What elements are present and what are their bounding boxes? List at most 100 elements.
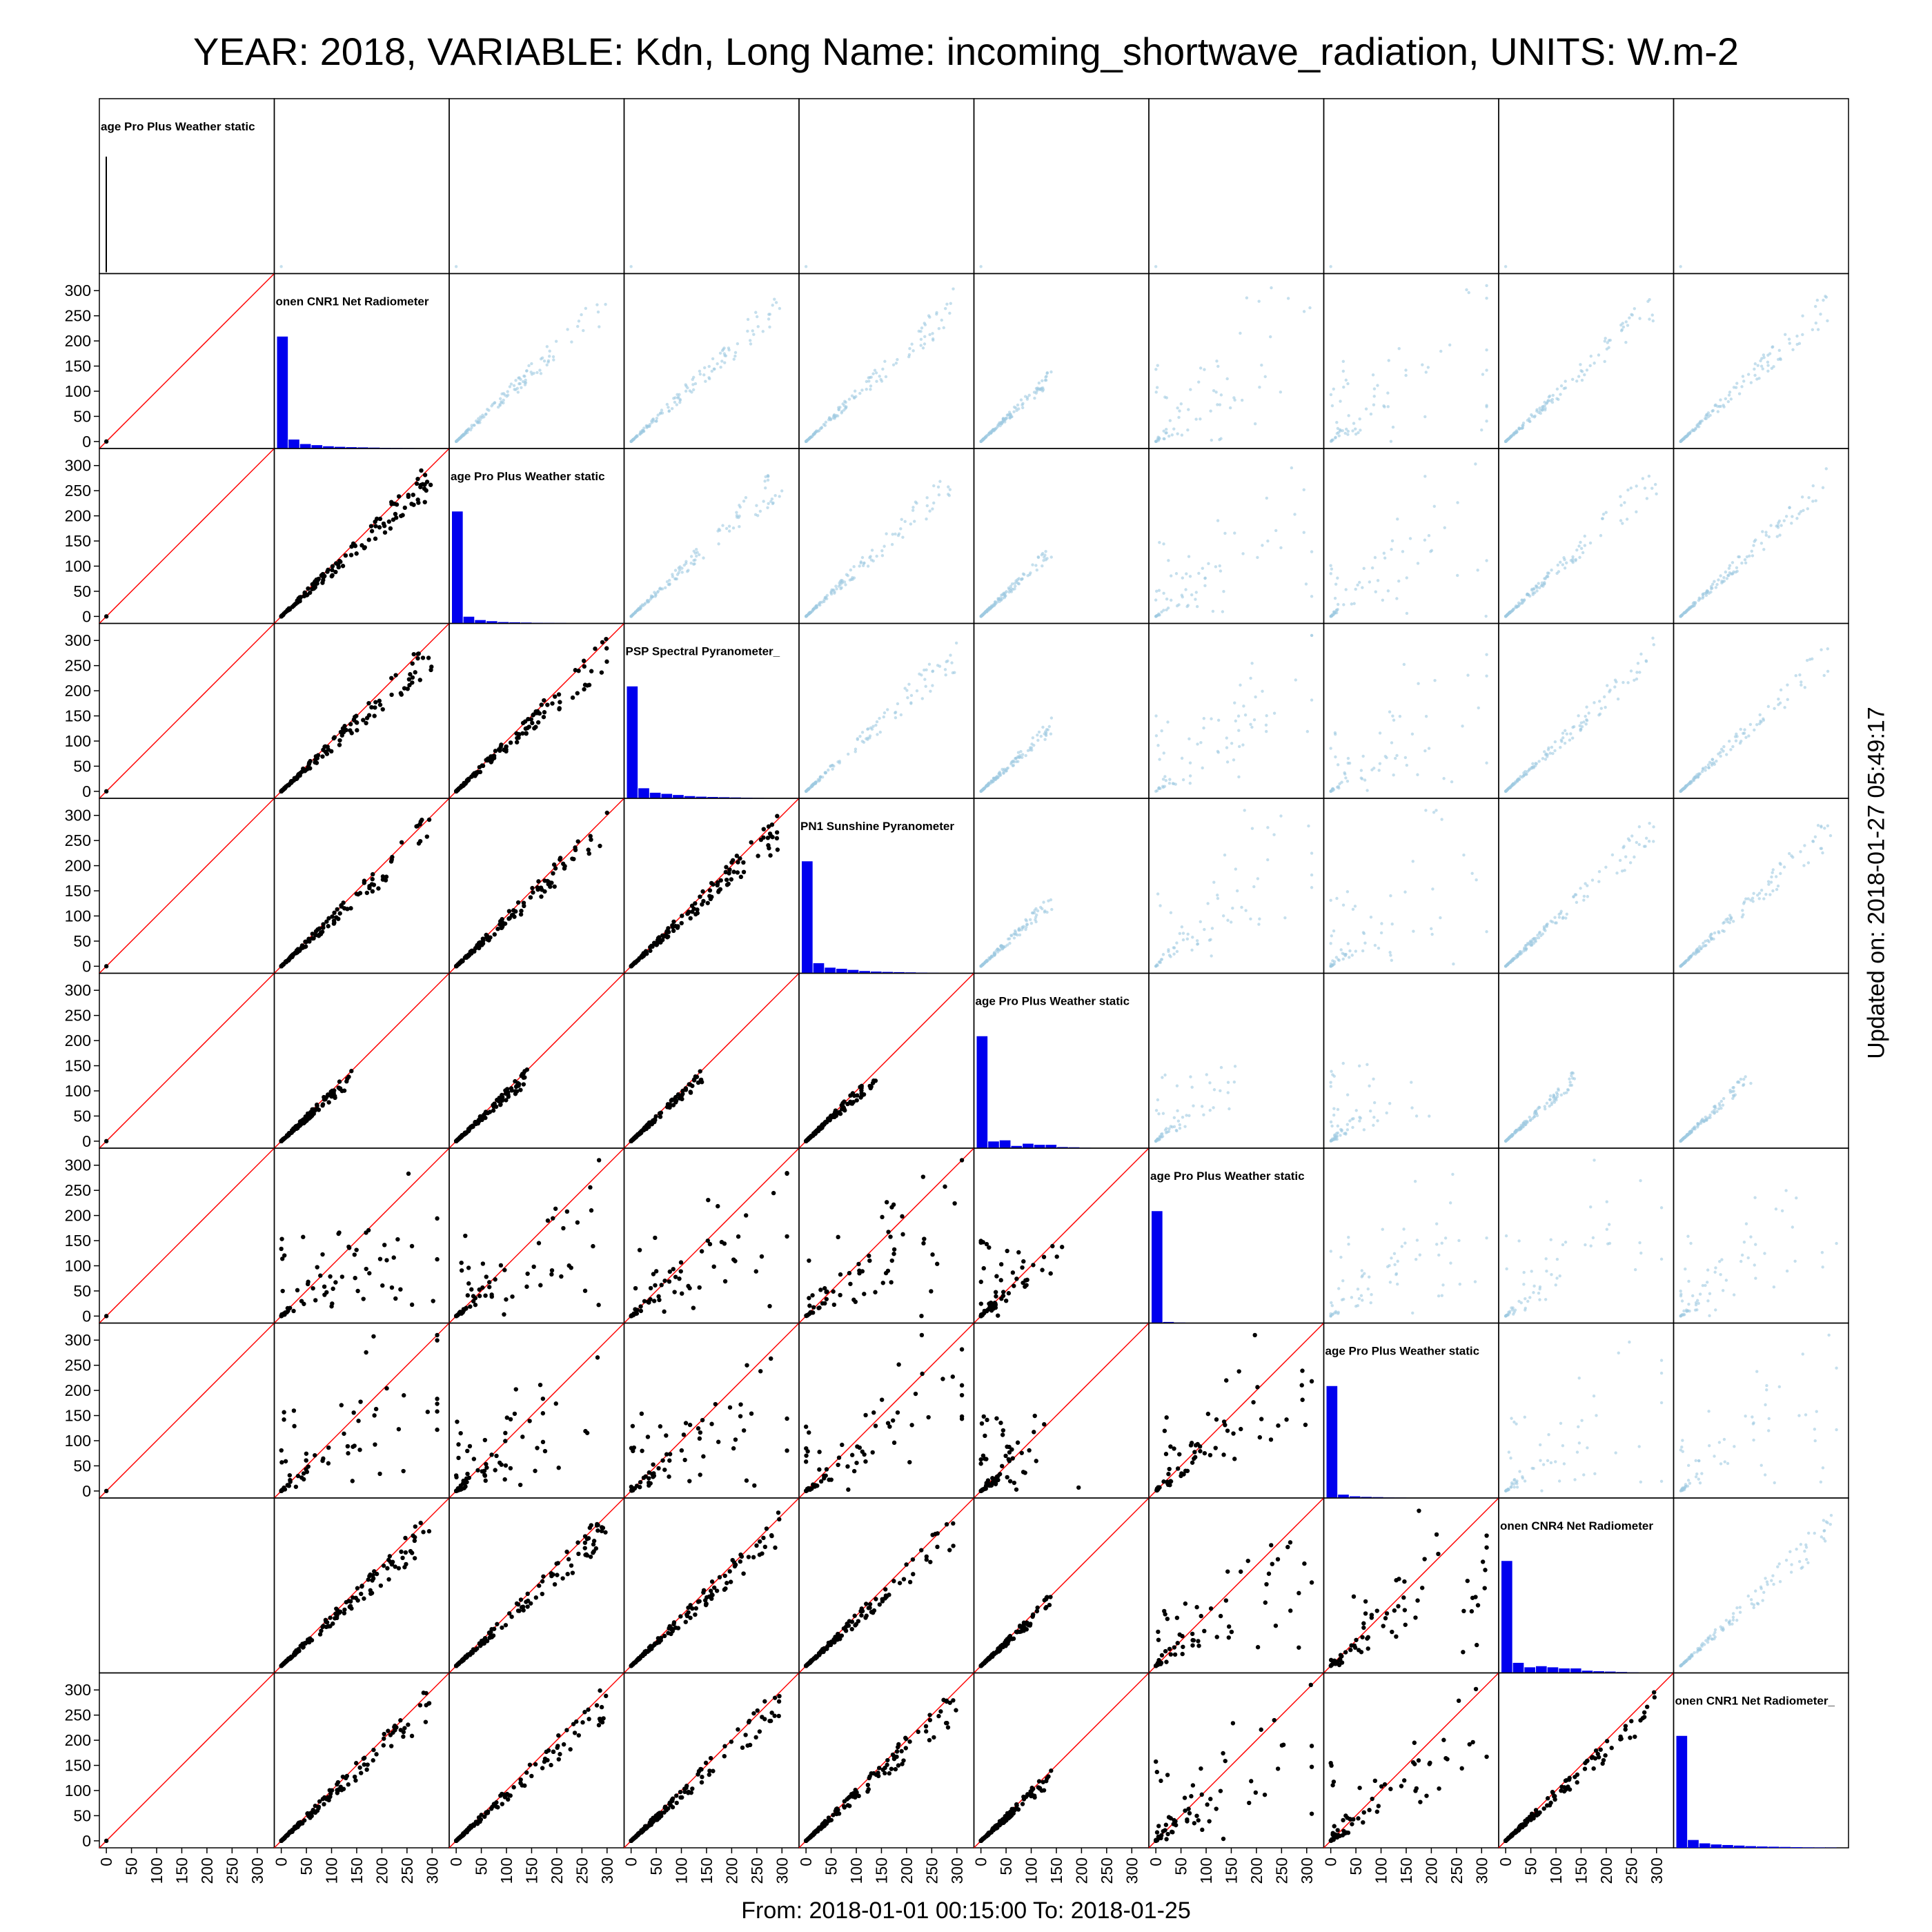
data-point xyxy=(878,375,881,378)
data-point xyxy=(1237,775,1241,779)
data-point xyxy=(1376,579,1380,582)
data-point xyxy=(1049,732,1053,736)
data-point xyxy=(1744,561,1748,565)
data-point xyxy=(1587,711,1590,715)
data-point xyxy=(1154,368,1158,371)
data-point xyxy=(410,661,415,666)
data-point xyxy=(914,500,918,504)
data-point xyxy=(369,704,374,710)
data-point xyxy=(1759,359,1762,363)
data-point xyxy=(326,1100,331,1105)
data-point xyxy=(831,416,835,420)
data-point xyxy=(748,339,752,342)
data-point xyxy=(1578,555,1581,560)
data-point xyxy=(589,669,594,673)
data-point xyxy=(1304,582,1308,586)
data-point xyxy=(1196,742,1199,746)
data-point xyxy=(604,810,609,816)
data-point xyxy=(473,1120,477,1125)
cell-frame xyxy=(1148,448,1325,624)
data-point xyxy=(454,1138,460,1143)
data-point xyxy=(541,714,546,720)
data-point xyxy=(1485,368,1488,372)
data-point xyxy=(1647,840,1651,843)
histogram-bar xyxy=(311,445,323,448)
histogram-bar xyxy=(718,797,730,798)
data-point xyxy=(1386,405,1390,408)
data-point xyxy=(1628,316,1631,319)
data-point xyxy=(920,326,924,330)
data-point xyxy=(1178,931,1182,936)
data-point xyxy=(1526,418,1530,422)
data-point xyxy=(1265,714,1268,718)
data-point xyxy=(1154,589,1159,593)
data-point xyxy=(1732,386,1736,389)
data-point xyxy=(1397,579,1401,583)
data-point xyxy=(1800,683,1803,687)
data-point xyxy=(1177,415,1181,420)
data-point xyxy=(1821,851,1824,855)
data-point xyxy=(1218,403,1222,406)
data-point xyxy=(656,413,660,417)
data-point xyxy=(306,762,311,767)
data-point xyxy=(1722,404,1725,407)
data-point xyxy=(1508,436,1511,440)
data-point xyxy=(1402,662,1406,667)
data-point xyxy=(1535,1112,1539,1115)
data-point xyxy=(1378,731,1382,735)
histogram-bar xyxy=(357,447,368,448)
data-point xyxy=(462,433,465,436)
data-point xyxy=(651,417,655,421)
data-point xyxy=(498,397,502,401)
data-point xyxy=(878,716,881,720)
cell-frame xyxy=(1323,273,1499,449)
histogram-bar xyxy=(673,795,684,798)
data-point xyxy=(1683,786,1686,789)
data-point xyxy=(707,888,713,893)
data-point xyxy=(1346,429,1350,433)
data-point xyxy=(1762,548,1766,551)
data-point xyxy=(996,950,1000,954)
data-point xyxy=(1822,298,1825,302)
data-point xyxy=(1293,513,1297,516)
data-point xyxy=(1225,736,1228,740)
data-point xyxy=(1346,1128,1350,1132)
data-point xyxy=(1745,555,1749,559)
data-point xyxy=(1330,567,1334,571)
data-point xyxy=(716,362,719,366)
data-point xyxy=(1555,1091,1559,1094)
data-point xyxy=(640,953,645,958)
data-point xyxy=(422,500,427,504)
data-point xyxy=(1158,437,1161,440)
data-point xyxy=(506,393,510,397)
data-point xyxy=(1504,265,1508,268)
data-point xyxy=(1162,429,1165,433)
data-point xyxy=(981,613,985,617)
data-point xyxy=(1368,580,1372,584)
data-point xyxy=(1043,553,1047,557)
data-point xyxy=(556,692,562,697)
data-point xyxy=(604,659,609,664)
data-point xyxy=(832,588,836,592)
data-point xyxy=(1344,953,1348,956)
data-point xyxy=(951,671,955,675)
data-point xyxy=(1717,930,1720,934)
data-point xyxy=(716,529,720,533)
data-point xyxy=(1362,566,1366,570)
data-point xyxy=(1579,729,1582,732)
data-point xyxy=(1354,1109,1358,1112)
data-point xyxy=(1550,920,1555,924)
data-point xyxy=(1693,428,1696,433)
data-point xyxy=(1778,533,1782,537)
data-point xyxy=(1216,364,1220,368)
data-point xyxy=(1760,357,1764,360)
data-point xyxy=(680,1092,685,1096)
data-point xyxy=(1423,415,1427,419)
data-point xyxy=(1470,871,1474,875)
data-point xyxy=(1405,611,1409,615)
data-point xyxy=(1042,900,1045,904)
data-point xyxy=(854,750,857,753)
data-point xyxy=(1274,529,1278,533)
data-point xyxy=(1696,775,1699,779)
data-point xyxy=(1585,705,1588,709)
